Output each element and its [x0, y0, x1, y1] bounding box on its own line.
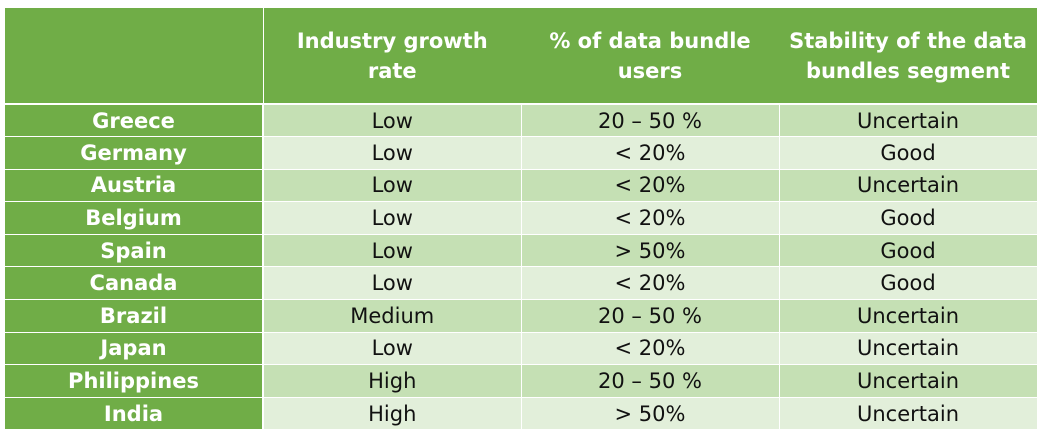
- cell-stability: Uncertain: [779, 169, 1038, 203]
- cell-growth: Medium: [263, 299, 522, 333]
- table-row: Philippines High 20 – 50 % Uncertain: [5, 364, 1038, 398]
- cell-users: > 50%: [521, 397, 780, 431]
- row-country: Japan: [5, 332, 264, 366]
- cell-stability: Good: [779, 266, 1038, 301]
- table-row: Canada Low < 20% Good: [5, 266, 1038, 301]
- cell-growth: Low: [263, 136, 522, 170]
- cell-growth: Low: [263, 332, 522, 366]
- cell-growth: Low: [263, 266, 522, 301]
- header-segment-stability: Stability of the data bundles segment: [779, 8, 1037, 105]
- cell-users: > 50%: [521, 234, 780, 268]
- table-row: Brazil Medium 20 – 50 % Uncertain: [5, 299, 1038, 333]
- row-country: Germany: [5, 136, 264, 170]
- row-country: India: [5, 397, 264, 431]
- cell-growth: High: [263, 397, 522, 431]
- cell-users: < 20%: [521, 266, 780, 301]
- cell-users: < 20%: [521, 201, 780, 235]
- cell-users: < 20%: [521, 332, 780, 366]
- cell-growth: Low: [263, 104, 522, 138]
- cell-stability: Uncertain: [779, 104, 1038, 138]
- table-row: Belgium Low < 20% Good: [5, 201, 1038, 235]
- row-country: Spain: [5, 234, 264, 268]
- cell-stability: Uncertain: [779, 332, 1038, 366]
- cell-growth: High: [263, 364, 522, 398]
- cell-stability: Good: [779, 234, 1038, 268]
- cell-users: 20 – 50 %: [521, 104, 780, 138]
- row-country: Austria: [5, 169, 264, 203]
- table-row: Spain Low > 50% Good: [5, 234, 1038, 268]
- cell-stability: Good: [779, 201, 1038, 235]
- row-country: Belgium: [5, 201, 264, 235]
- table-row: Germany Low < 20% Good: [5, 136, 1038, 170]
- cell-users: < 20%: [521, 169, 780, 203]
- header-row: Industry growth rate % of data bundle us…: [5, 8, 1037, 105]
- cell-stability: Uncertain: [779, 364, 1038, 398]
- header-industry-growth-rate: Industry growth rate: [263, 8, 521, 105]
- table-header: Industry growth rate % of data bundle us…: [5, 8, 1037, 105]
- table-row: Greece Low 20 – 50 % Uncertain: [5, 104, 1038, 138]
- row-country: Philippines: [5, 364, 264, 398]
- table-row: India High > 50% Uncertain: [5, 397, 1038, 431]
- row-country: Brazil: [5, 299, 264, 333]
- table-row: Japan Low < 20% Uncertain: [5, 332, 1038, 366]
- header-data-bundle-users: % of data bundle users: [521, 8, 779, 105]
- table-body: Greece Low 20 – 50 % Uncertain Germany L…: [5, 104, 1038, 431]
- cell-stability: Uncertain: [779, 299, 1038, 333]
- header-corner: [5, 8, 264, 105]
- row-country: Canada: [5, 266, 264, 301]
- row-country: Greece: [5, 104, 264, 138]
- table-row: Austria Low < 20% Uncertain: [5, 169, 1038, 203]
- cell-users: 20 – 50 %: [521, 364, 780, 398]
- cell-growth: Low: [263, 234, 522, 268]
- country-comparison-table: Industry growth rate % of data bundle us…: [5, 8, 1038, 431]
- cell-users: 20 – 50 %: [521, 299, 780, 333]
- cell-users: < 20%: [521, 136, 780, 170]
- cell-stability: Uncertain: [779, 397, 1038, 431]
- cell-growth: Low: [263, 201, 522, 235]
- cell-stability: Good: [779, 136, 1038, 170]
- cell-growth: Low: [263, 169, 522, 203]
